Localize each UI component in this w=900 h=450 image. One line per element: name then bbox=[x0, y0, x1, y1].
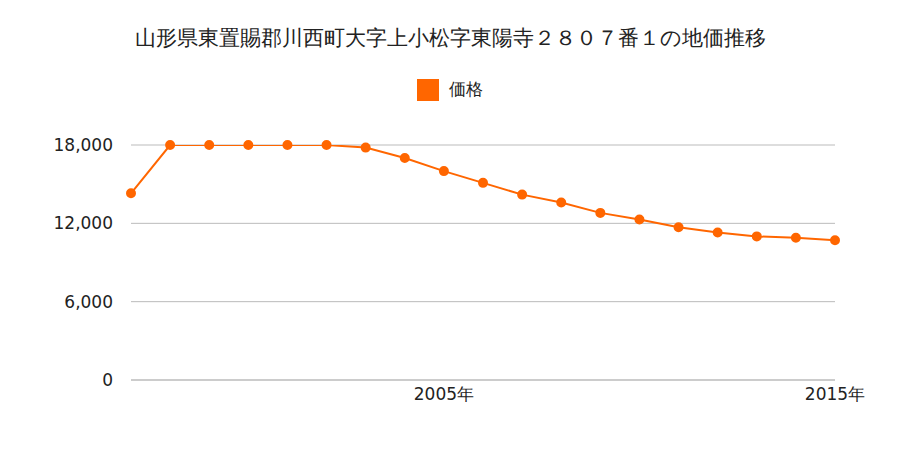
svg-text:2005年: 2005年 bbox=[414, 384, 474, 404]
svg-text:18,000: 18,000 bbox=[54, 135, 113, 155]
html-text:山形県東置賜郡川西町大字上小松字東陽寺２８０７番１の地価推移: 山形県東置賜郡川西町大字上小松字東陽寺２８０７番１の地価推移 bbox=[134, 26, 766, 50]
svg-text:0: 0 bbox=[102, 370, 113, 390]
svg-text:12,000: 12,000 bbox=[54, 213, 113, 233]
svg-text:6,000: 6,000 bbox=[64, 292, 113, 312]
html-text:価格: 価格 bbox=[449, 79, 483, 99]
svg-text:2015年: 2015年 bbox=[805, 384, 865, 404]
